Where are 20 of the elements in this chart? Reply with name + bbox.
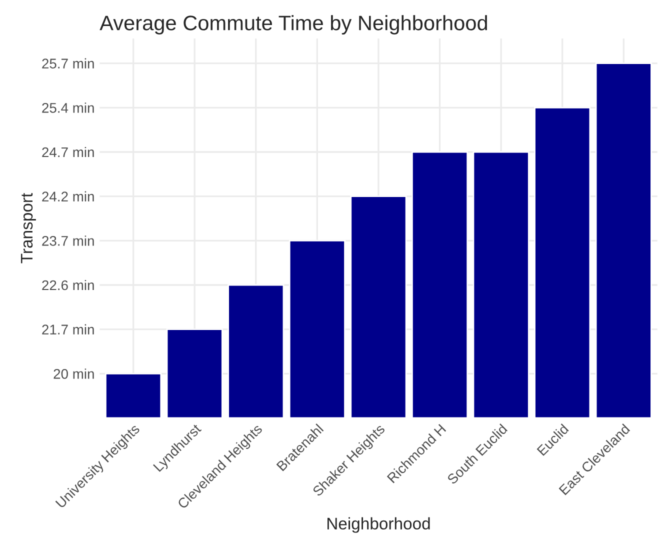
text: 25.7 min (42, 58, 94, 68)
bar (166, 328, 223, 418)
text: 25.4 min (42, 102, 94, 113)
y-axis-title: Transport (20, 193, 36, 264)
text: 23.7 min (42, 236, 94, 246)
bar (472, 151, 530, 418)
bar (411, 151, 468, 418)
text: 21.7 min (42, 324, 94, 334)
bar (288, 240, 346, 418)
text: 24.7 min (42, 146, 94, 158)
bar (595, 62, 652, 418)
bar (105, 372, 162, 418)
text: 20 min (54, 368, 94, 379)
bar (350, 196, 407, 418)
text: 22.6 min (42, 280, 94, 290)
text: 24.2 min (42, 191, 94, 202)
bar (534, 106, 591, 418)
bar (228, 284, 284, 418)
x-axis-title: Neighborhood (327, 517, 430, 533)
chart-title: Average Commute Time by Neighborhood (100, 15, 487, 34)
